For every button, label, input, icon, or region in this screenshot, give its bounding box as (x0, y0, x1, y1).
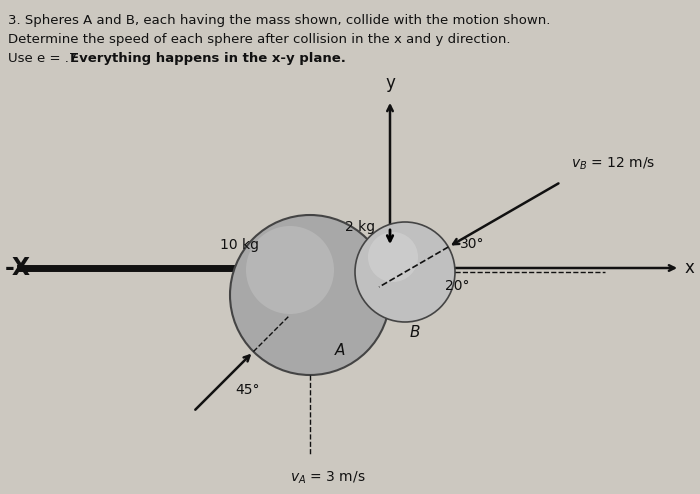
Circle shape (355, 222, 455, 322)
Text: 10 kg: 10 kg (220, 238, 260, 252)
Text: B: B (410, 325, 420, 339)
Text: 20°: 20° (445, 279, 470, 293)
Circle shape (246, 226, 334, 314)
Text: y: y (385, 74, 395, 92)
Text: $v_A$ = 3 m/s: $v_A$ = 3 m/s (290, 470, 365, 487)
Text: 3. Spheres A and B, each having the mass shown, collide with the motion shown.: 3. Spheres A and B, each having the mass… (8, 14, 550, 27)
Text: -X-: -X- (5, 256, 39, 280)
Text: 2 kg: 2 kg (345, 220, 375, 234)
Text: $v_B$ = 12 m/s: $v_B$ = 12 m/s (571, 156, 655, 172)
Circle shape (230, 215, 390, 375)
Text: 30°: 30° (460, 237, 484, 251)
Text: A: A (335, 342, 345, 358)
Text: Everything happens in the x-y plane.: Everything happens in the x-y plane. (70, 52, 346, 65)
Text: Determine the speed of each sphere after collision in the x and y direction.: Determine the speed of each sphere after… (8, 33, 510, 46)
Text: x: x (685, 259, 695, 277)
Text: 45°: 45° (235, 383, 260, 397)
Text: Use e = .7: Use e = .7 (8, 52, 86, 65)
Circle shape (368, 232, 418, 282)
